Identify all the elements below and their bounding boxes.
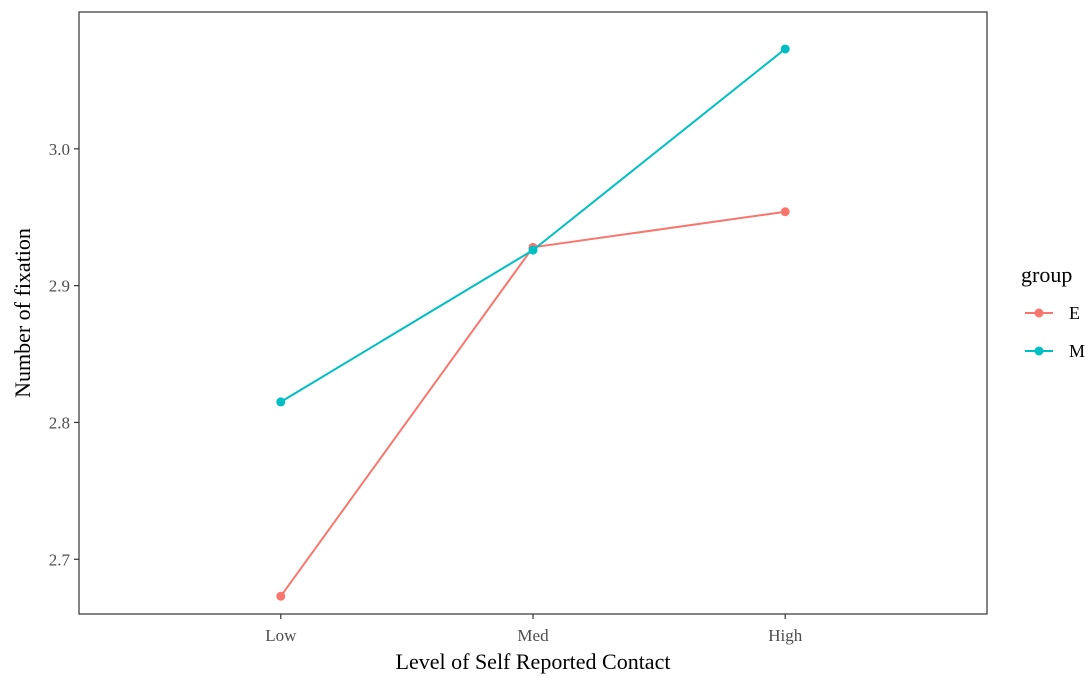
- legend-label: E: [1069, 303, 1080, 323]
- data-point: [276, 591, 286, 601]
- x-tick-label: High: [768, 626, 803, 645]
- y-tick-label: 2.8: [49, 413, 70, 432]
- y-axis: 2.7 2.8 2.9 3.0: [49, 140, 79, 569]
- x-tick-label: Low: [265, 626, 297, 645]
- legend-items: EM: [1025, 303, 1085, 361]
- data-point: [276, 397, 286, 407]
- data-point: [528, 245, 538, 255]
- series-M: [276, 44, 790, 407]
- y-tick-label: 2.9: [49, 277, 70, 296]
- y-tick-label: 3.0: [49, 140, 70, 159]
- x-axis-title: Level of Self Reported Contact: [396, 649, 671, 674]
- panel-border: [78, 11, 988, 615]
- y-axis-title: Number of fixation: [10, 228, 35, 398]
- legend-label: M: [1069, 341, 1085, 361]
- data-point: [780, 207, 790, 217]
- legend-title: group: [1021, 262, 1072, 287]
- series-layer: [276, 44, 790, 601]
- legend: group EM: [1021, 262, 1085, 361]
- y-tick-label: 2.7: [49, 550, 71, 569]
- x-tick-label: Med: [517, 626, 549, 645]
- x-axis: Low Med High: [265, 614, 803, 645]
- legend-key-point: [1034, 308, 1044, 318]
- data-point: [780, 44, 790, 54]
- legend-key-point: [1034, 346, 1044, 356]
- legend-item: E: [1025, 303, 1080, 323]
- legend-item: M: [1025, 341, 1085, 361]
